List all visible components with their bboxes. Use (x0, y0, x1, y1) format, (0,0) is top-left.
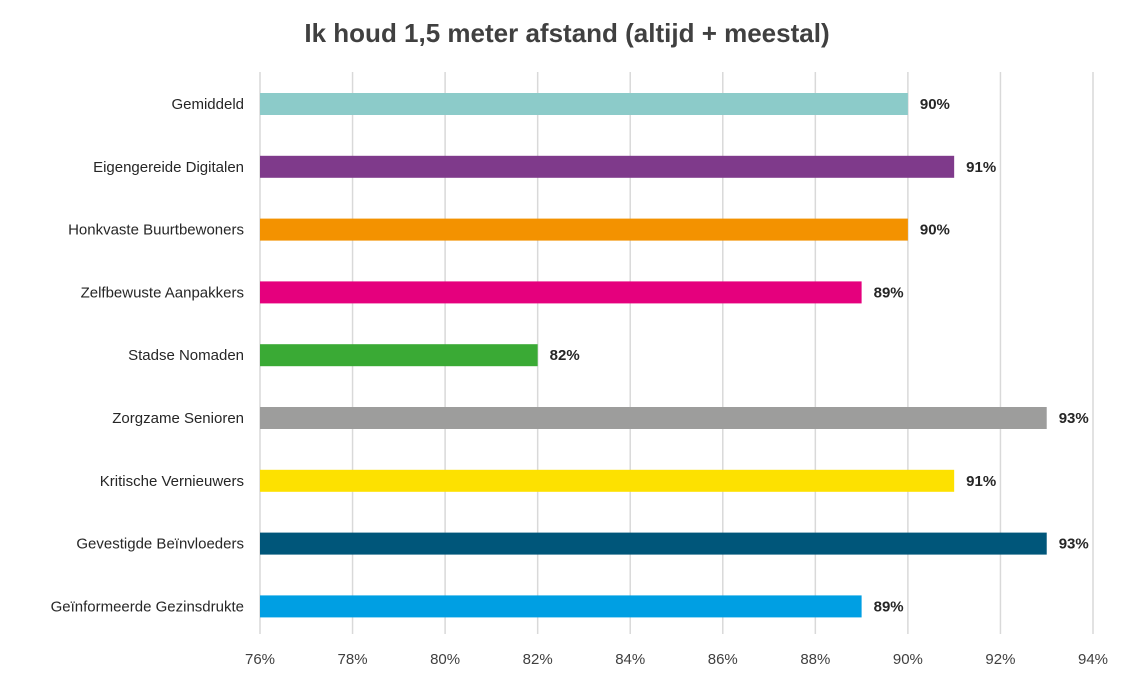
data-labels: 90% 91% 90% 89% 82% 93% 91% 93% 89% (550, 96, 1089, 615)
category-labels: Gemiddeld Eigengereide Digitalen Honkvaste… (51, 96, 244, 615)
category-label: Gevestigde Beïnvloeders (76, 536, 244, 553)
data-label: 89% (874, 284, 904, 301)
bar (260, 407, 1047, 429)
bar (260, 532, 1047, 555)
bar (260, 218, 908, 241)
category-label: Zelfbewuste Aanpakkers (81, 284, 244, 301)
bar (260, 344, 538, 367)
x-tick-label: 80% (430, 651, 460, 668)
category-label: Gemiddeld (171, 96, 244, 113)
category-label: Geïnformeerde Gezinsdrukte (51, 598, 244, 615)
x-tick-label: 88% (800, 651, 830, 668)
category-label: Kritische Vernieuwers (100, 473, 244, 490)
x-axis-tick-labels: 76% 78% 80% 82% 84% 86% 88% 90% 92% 94% (245, 651, 1108, 668)
x-tick-label: 90% (893, 651, 923, 668)
bar (260, 469, 955, 492)
x-tick-label: 78% (338, 651, 368, 668)
data-label: 82% (550, 347, 580, 364)
data-label: 93% (1059, 536, 1089, 553)
data-label: 90% (920, 222, 950, 239)
bar (260, 155, 955, 178)
category-label: Zorgzame Senioren (112, 410, 244, 427)
bar (260, 595, 862, 618)
category-label: Eigengereide Digitalen (93, 159, 244, 176)
bars (260, 93, 1047, 618)
data-label: 93% (1059, 410, 1089, 427)
data-label: 90% (920, 96, 950, 113)
data-label: 91% (966, 159, 996, 176)
bar (260, 281, 862, 304)
chart-title: Ik houd 1,5 meter afstand (altijd + mees… (304, 18, 829, 48)
x-tick-label: 86% (708, 651, 738, 668)
category-label: Honkvaste Buurtbewoners (68, 222, 244, 239)
x-tick-label: 92% (985, 651, 1015, 668)
data-label: 91% (966, 473, 996, 490)
x-tick-label: 82% (523, 651, 553, 668)
bar (260, 93, 908, 115)
x-tick-label: 94% (1078, 651, 1108, 668)
x-tick-label: 84% (615, 651, 645, 668)
x-tick-label: 76% (245, 651, 275, 668)
category-label: Stadse Nomaden (128, 347, 244, 364)
data-label: 89% (874, 598, 904, 615)
